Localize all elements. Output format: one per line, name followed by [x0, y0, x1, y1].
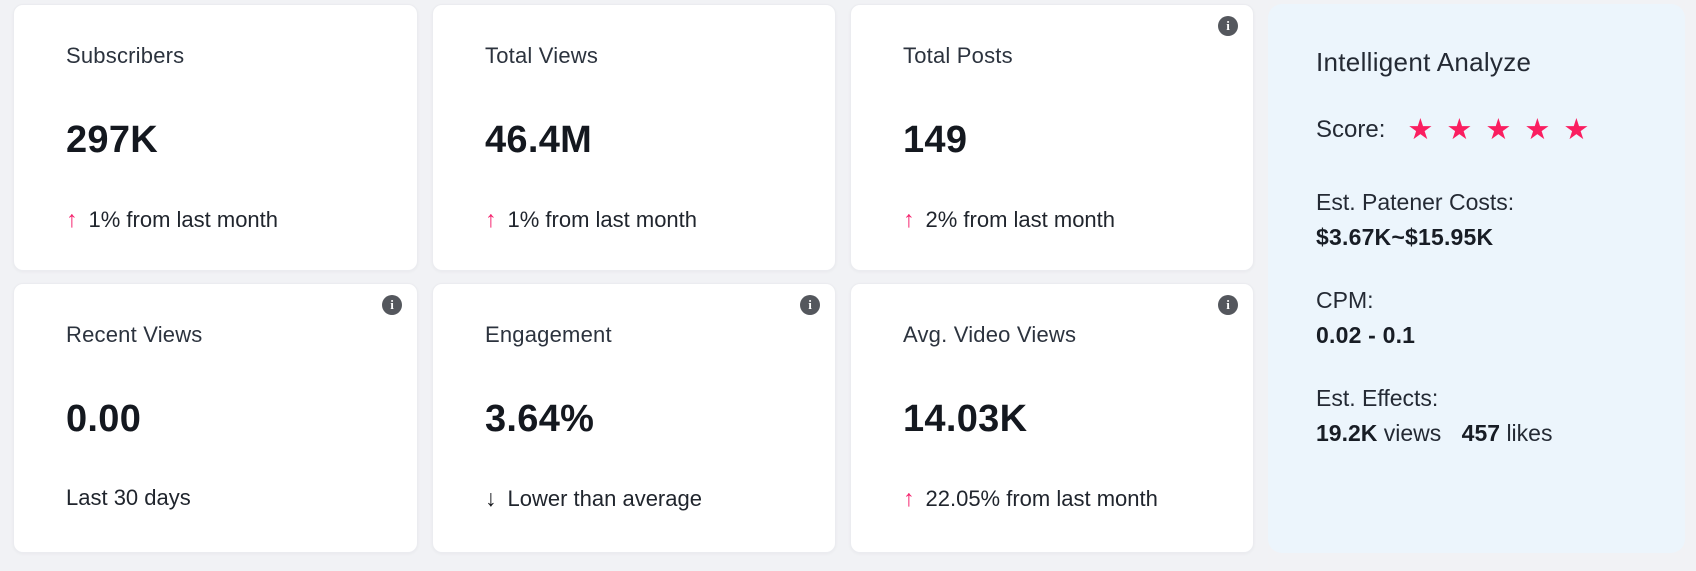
engagement-card: i Engagement 3.64% ↓ Lower than average: [432, 283, 836, 553]
recent-views-label: Recent Views: [66, 322, 203, 347]
total-views-delta: ↑ 1% from last month: [485, 205, 785, 234]
recent-views-value: 0.00: [66, 398, 142, 441]
subscribers-delta-text: 1% from last month: [88, 206, 279, 232]
total-posts-label: Total Posts: [903, 43, 1013, 68]
stats-dashboard: Subscribers 297K ↑ 1% from last month To…: [13, 4, 1696, 553]
panel-title: Intelligent Analyze: [1316, 47, 1532, 77]
total-views-label: Total Views: [485, 43, 599, 68]
est-effects-section: Est. Effects: 19.2K views 457 likes: [1316, 381, 1645, 451]
recent-views-card: i Recent Views 0.00 Last 30 days: [13, 283, 418, 553]
score-label: Score:: [1316, 116, 1386, 144]
total-posts-delta: ↑ 2% from last month: [903, 205, 1203, 234]
engagement-value: 3.64%: [485, 398, 595, 441]
total-views-card: Total Views 46.4M ↑ 1% from last month: [432, 4, 836, 271]
arrow-up-icon: ↑: [903, 485, 915, 512]
engagement-delta-text: Lower than average: [507, 485, 702, 511]
avg-video-views-label: Avg. Video Views: [903, 322, 1077, 347]
effects-views-value: 19.2K: [1316, 419, 1378, 446]
recent-views-delta-text: Last 30 days: [66, 485, 191, 511]
arrow-up-icon: ↑: [903, 206, 915, 233]
patener-costs-value: $3.67K~$15.95K: [1316, 223, 1494, 250]
arrow-up-icon: ↑: [485, 206, 497, 233]
patener-costs-section: Est. Patener Costs: $3.67K~$15.95K: [1316, 185, 1645, 255]
intelligent-analyze-panel: Intelligent Analyze Score: ★★★★★ Est. Pa…: [1268, 4, 1685, 553]
total-posts-card: i Total Posts 149 ↑ 2% from last month: [850, 4, 1254, 271]
cpm-section: CPM: 0.02 - 0.1: [1316, 283, 1645, 353]
arrow-down-icon: ↓: [485, 485, 497, 512]
total-posts-delta-text: 2% from last month: [925, 206, 1116, 232]
est-effects-value: 19.2K views 457 likes: [1316, 416, 1645, 451]
total-posts-value: 149: [903, 119, 968, 162]
cpm-value: 0.02 - 0.1: [1316, 321, 1416, 348]
score-row: Score: ★★★★★: [1316, 113, 1645, 146]
avg-video-views-value: 14.03K: [903, 398, 1028, 441]
total-views-delta-text: 1% from last month: [507, 206, 698, 232]
engagement-delta: ↓ Lower than average: [485, 484, 785, 513]
info-icon[interactable]: i: [1218, 295, 1238, 315]
arrow-up-icon: ↑: [66, 206, 78, 233]
recent-views-delta: Last 30 days: [66, 484, 367, 512]
subscribers-delta: ↑ 1% from last month: [66, 205, 367, 234]
subscribers-card: Subscribers 297K ↑ 1% from last month: [13, 4, 418, 271]
avg-video-views-delta: ↑ 22.05% from last month: [903, 484, 1203, 513]
effects-likes-label: likes: [1506, 419, 1553, 446]
info-icon[interactable]: i: [1218, 16, 1238, 36]
effects-likes-value: 457: [1461, 419, 1501, 446]
patener-costs-label: Est. Patener Costs:: [1316, 188, 1515, 215]
est-effects-label: Est. Effects:: [1316, 384, 1439, 411]
effects-views-label: views: [1383, 419, 1442, 446]
engagement-label: Engagement: [485, 322, 612, 347]
cpm-label: CPM:: [1316, 286, 1374, 313]
total-views-value: 46.4M: [485, 119, 593, 162]
subscribers-label: Subscribers: [66, 43, 185, 68]
subscribers-value: 297K: [66, 119, 159, 162]
avg-video-views-delta-text: 22.05% from last month: [925, 485, 1158, 511]
star-rating-icons: ★★★★★: [1407, 113, 1603, 146]
avg-video-views-card: i Avg. Video Views 14.03K ↑ 22.05% from …: [850, 283, 1254, 553]
info-icon[interactable]: i: [382, 295, 402, 315]
info-icon[interactable]: i: [800, 295, 820, 315]
